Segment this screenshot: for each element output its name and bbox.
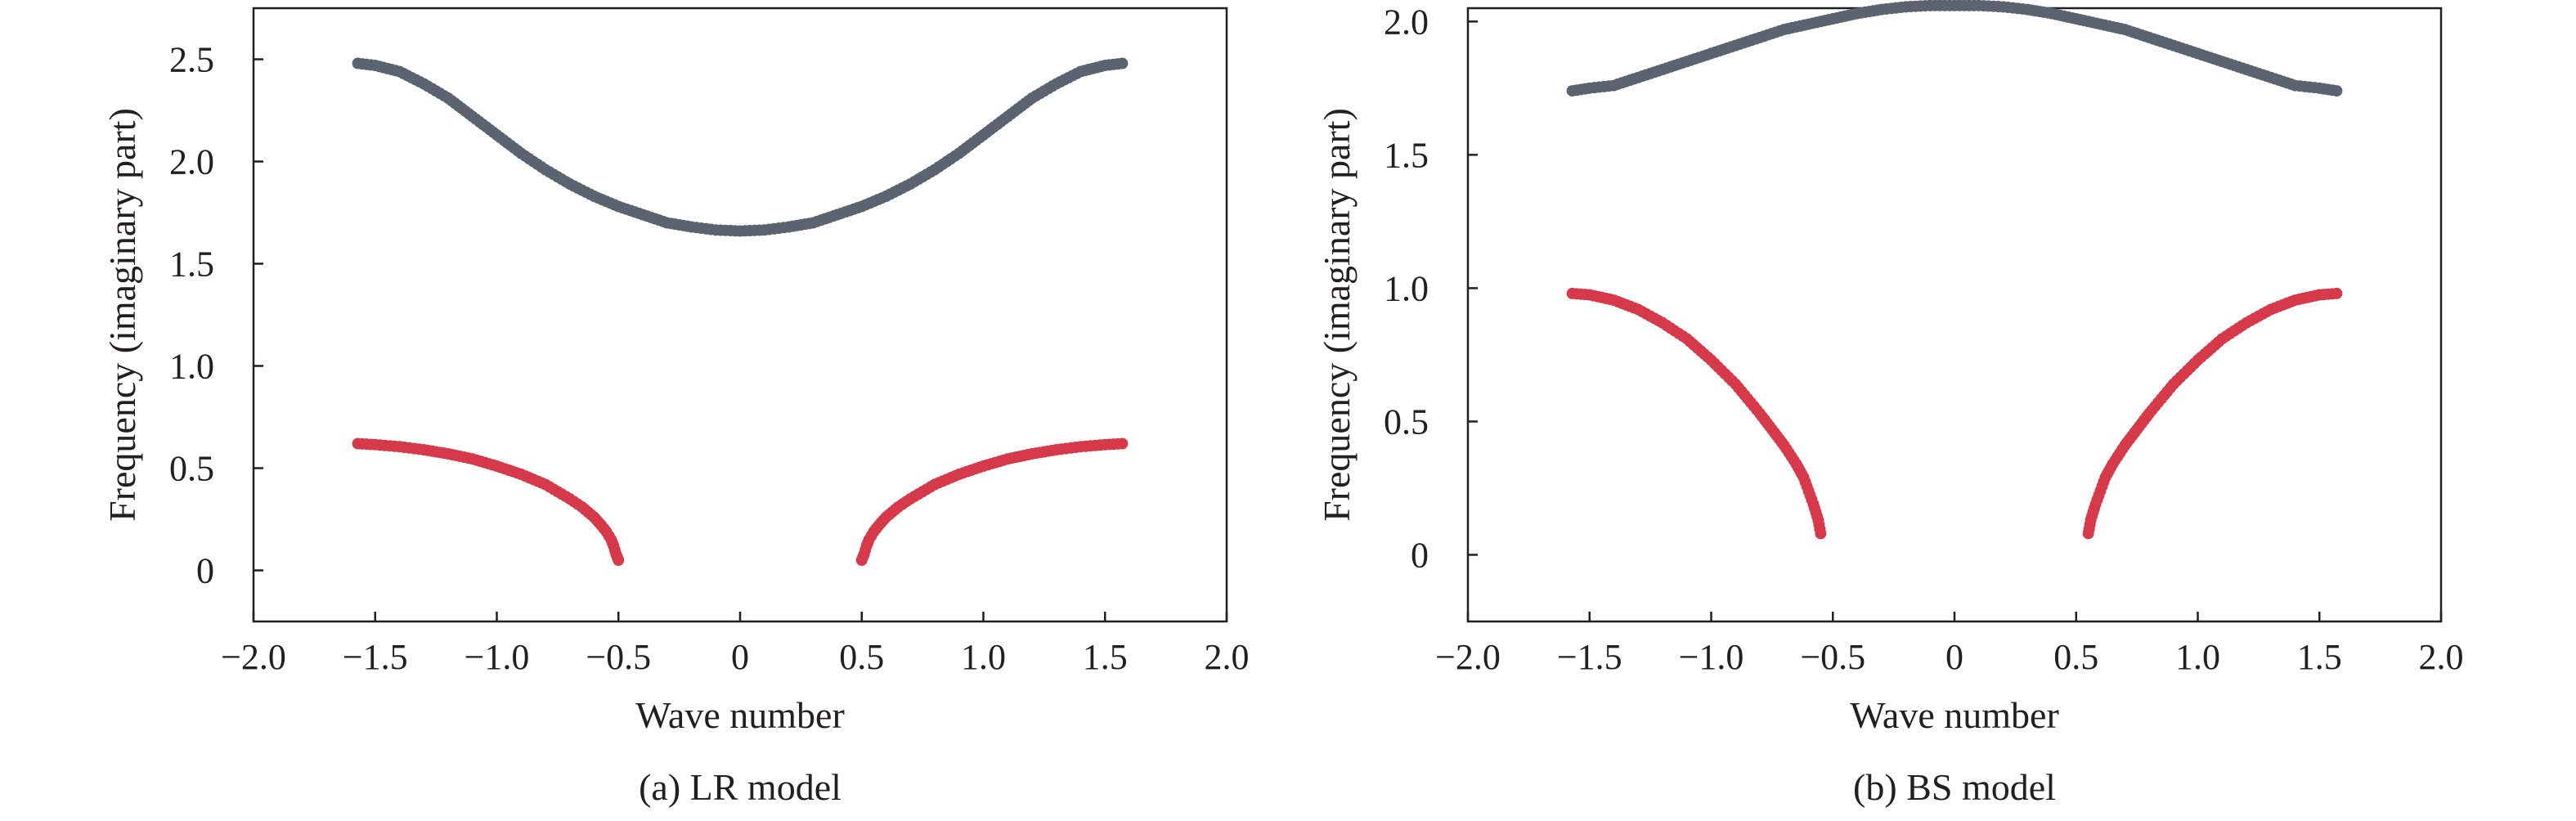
x-tick-label: 1.5 [2297, 637, 2342, 677]
x-tick-label: 1.0 [2175, 637, 2220, 677]
series-2 [2082, 287, 2343, 540]
data-point [1815, 527, 1827, 540]
y-tick-label: 2.0 [1384, 2, 1429, 42]
x-tick-label: −1.5 [1557, 637, 1622, 677]
y-tick-label: 1.5 [169, 245, 214, 285]
x-tick-label: 0.5 [839, 637, 884, 677]
y-tick-label: 0 [1411, 535, 1429, 575]
series-2 [855, 437, 1129, 566]
series-0 [352, 57, 1129, 237]
x-tick-label: −2.0 [221, 637, 286, 677]
data-point [613, 554, 625, 566]
x-tick-label: −1.5 [343, 637, 408, 677]
x-axis-label: Wave number [1850, 694, 2059, 736]
x-tick-label: 1.0 [961, 637, 1006, 677]
y-tick-label: 0 [196, 551, 214, 591]
x-axis-label: Wave number [635, 694, 845, 736]
data-point [2331, 287, 2343, 299]
x-tick-label: −0.5 [1800, 637, 1865, 677]
y-tick-label: 1.5 [1384, 135, 1429, 175]
y-tick-label: 1.0 [1384, 268, 1429, 308]
panel-caption: (b) BS model [1853, 766, 2056, 808]
y-tick-label: 0.5 [1384, 402, 1429, 442]
series-0 [1566, 0, 2343, 97]
x-tick-label: 2.0 [1205, 637, 1250, 677]
x-tick-label: 0 [1945, 637, 1963, 677]
data-point [1116, 437, 1129, 450]
data-point [2331, 85, 2343, 97]
panel-lr-model: −2.0 −1.5 −1.0 −0.5 0 0.5 1.0 1.5 2.0 0 0.5 1.0 1.5 2… [101, 7, 1250, 808]
panel-bs-model: −2.0 −1.5 −1.0 −0.5 0 0.5 1.0 1.5 2.0 0 0.5 1.0 1.5 2… [1316, 0, 2464, 808]
x-tick-label: 1.5 [1083, 637, 1128, 677]
data-point [1116, 57, 1129, 70]
y-axis-label: Frequency (imaginary part) [101, 108, 143, 522]
x-tick-label: −2.0 [1435, 637, 1501, 677]
series-1 [352, 437, 625, 566]
y-axis-label: Frequency (imaginary part) [1316, 108, 1358, 522]
y-tick-label: 1.0 [169, 347, 214, 387]
x-tick-label: −0.5 [586, 637, 651, 677]
x-tick-label: 0.5 [2053, 637, 2098, 677]
panel-caption: (a) LR model [639, 766, 841, 808]
y-tick-label: 2.5 [169, 40, 214, 80]
y-tick-label: 0.5 [169, 449, 214, 489]
x-tick-label: −1.0 [464, 637, 530, 677]
plot-frame [1466, 7, 2443, 623]
y-tick-label: 2.0 [169, 142, 214, 182]
x-tick-label: 2.0 [2419, 637, 2464, 677]
x-tick-label: 0 [731, 637, 749, 677]
series-1 [1566, 287, 1827, 540]
plot-frame [252, 7, 1228, 623]
x-tick-label: −1.0 [1679, 637, 1744, 677]
